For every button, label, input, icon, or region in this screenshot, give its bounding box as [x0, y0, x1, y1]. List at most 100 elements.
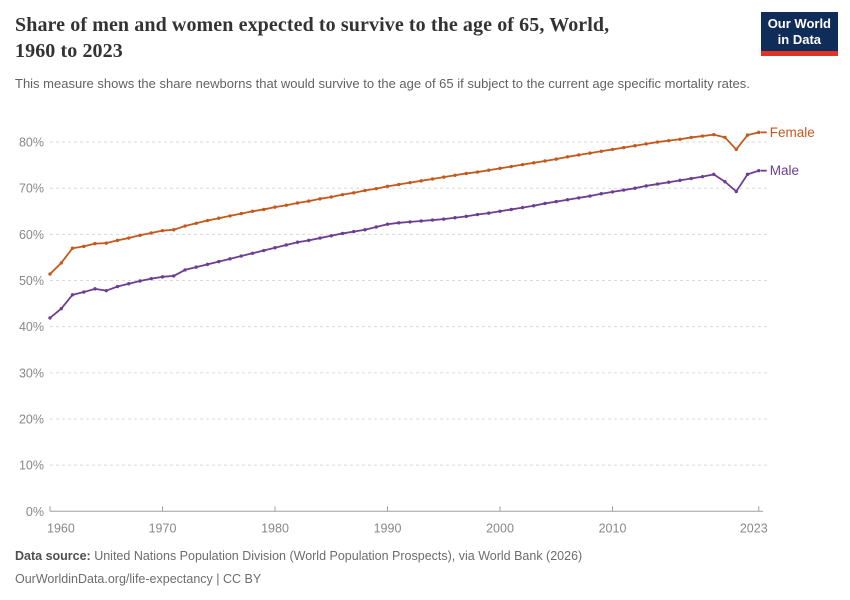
data-point: [217, 216, 221, 220]
series-end-label-female: Female: [770, 125, 815, 140]
x-tick-label: 1970: [149, 521, 177, 535]
data-point: [734, 147, 738, 152]
data-point: [633, 186, 637, 190]
data-point: [543, 159, 547, 163]
data-point: [59, 306, 63, 311]
data-point: [633, 144, 637, 148]
series-end-label-male: Male: [770, 163, 799, 178]
data-point: [532, 161, 536, 165]
data-point: [183, 268, 187, 272]
data-point: [385, 184, 390, 189]
series-line-female: [49, 131, 760, 275]
data-point: [127, 282, 131, 286]
data-point: [273, 205, 277, 209]
data-point: [712, 172, 716, 177]
data-point: [239, 254, 243, 258]
page-title-line1: Share of men and women expected to survi…: [15, 14, 610, 36]
data-point: [554, 157, 558, 161]
owid-url-link[interactable]: OurWorldinData.org/life-expectancy: [15, 572, 213, 586]
data-point: [228, 214, 232, 218]
data-point: [689, 135, 693, 140]
data-point: [262, 248, 266, 253]
data-point: [475, 212, 480, 217]
data-point: [532, 204, 536, 208]
data-point: [588, 194, 592, 198]
data-point: [307, 199, 311, 203]
y-tick-label: 20%: [19, 412, 44, 426]
data-point: [374, 186, 378, 191]
data-point: [464, 214, 468, 219]
data-point: [408, 180, 412, 185]
y-tick-label: 0%: [26, 505, 44, 519]
series-line-male: [49, 169, 760, 319]
owid-logo-line1: Our World: [767, 16, 831, 31]
data-point: [610, 147, 615, 152]
data-point: [160, 228, 165, 233]
data-point: [453, 173, 457, 177]
data-point: [329, 234, 333, 238]
data-point: [183, 224, 187, 228]
data-point: [408, 220, 412, 224]
data-point: [194, 265, 198, 269]
data-point: [149, 276, 153, 281]
data-point: [565, 155, 570, 159]
data-point: [250, 251, 255, 255]
owid-logo-line2: in Data: [777, 32, 822, 47]
data-point: [667, 180, 671, 184]
data-point: [543, 201, 547, 206]
data-source-text: United Nations Population Division (Worl…: [90, 549, 583, 563]
data-point: [655, 140, 660, 144]
x-tick-label: 1960: [47, 521, 75, 535]
data-point: [295, 240, 300, 244]
data-point: [352, 191, 356, 195]
data-point: [397, 182, 401, 187]
data-point: [700, 134, 705, 138]
data-point: [577, 196, 581, 200]
data-point: [599, 149, 603, 153]
y-tick-label: 60%: [19, 228, 44, 242]
data-point: [442, 217, 446, 221]
data-point: [363, 188, 367, 193]
owid-logo: Our World in Data: [760, 12, 838, 56]
data-point: [205, 262, 210, 267]
data-point: [498, 209, 502, 213]
data-point: [340, 192, 345, 197]
data-point: [610, 190, 615, 194]
data-point: [284, 203, 288, 207]
data-point: [757, 130, 761, 135]
data-point: [250, 209, 255, 213]
data-point: [723, 180, 727, 184]
data-point: [228, 257, 232, 261]
y-tick-label: 10%: [19, 459, 44, 473]
data-point: [48, 316, 52, 320]
data-point: [453, 216, 457, 220]
x-tick-label: 1990: [374, 521, 402, 535]
data-point: [59, 261, 63, 265]
y-tick-label: 30%: [19, 366, 44, 380]
data-point: [644, 142, 648, 146]
data-point: [149, 231, 153, 235]
data-point: [509, 164, 513, 169]
data-point: [745, 133, 750, 137]
data-source-label: Data source:: [15, 549, 91, 563]
data-point: [734, 189, 738, 194]
data-point: [509, 207, 513, 212]
data-point: [48, 272, 52, 276]
data-point: [745, 172, 750, 177]
data-point: [160, 275, 165, 279]
data-point: [588, 151, 592, 155]
data-point: [205, 218, 210, 223]
page-title: Share of men and women expected to survi…: [15, 12, 760, 64]
y-tick-label: 70%: [19, 182, 44, 196]
data-point: [419, 219, 423, 223]
data-point: [475, 170, 480, 174]
data-point: [723, 135, 727, 140]
data-point: [464, 171, 468, 176]
data-point: [82, 244, 86, 249]
data-point: [104, 288, 108, 293]
data-point: [599, 192, 603, 196]
x-tick-label: 2000: [486, 521, 514, 535]
data-point: [172, 274, 176, 278]
data-point: [262, 207, 266, 212]
